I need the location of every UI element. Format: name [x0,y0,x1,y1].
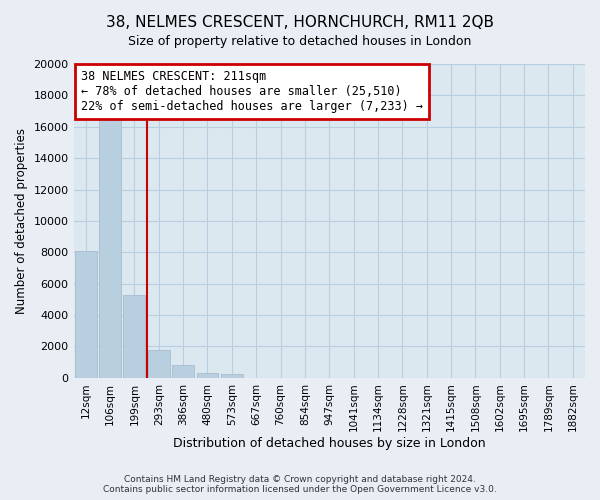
Text: Size of property relative to detached houses in London: Size of property relative to detached ho… [128,35,472,48]
Bar [197,373,218,378]
X-axis label: Distribution of detached houses by size in London: Distribution of detached houses by size … [173,437,485,450]
Bar [148,350,170,378]
Bar [172,366,194,378]
Bar [221,374,243,378]
Text: Contains HM Land Registry data © Crown copyright and database right 2024.
Contai: Contains HM Land Registry data © Crown c… [103,474,497,494]
Bar [75,250,97,378]
Bar [124,294,145,378]
Text: 38, NELMES CRESCENT, HORNCHURCH, RM11 2QB: 38, NELMES CRESCENT, HORNCHURCH, RM11 2Q… [106,15,494,30]
Bar [99,119,121,378]
Y-axis label: Number of detached properties: Number of detached properties [15,128,28,314]
Text: 38 NELMES CRESCENT: 211sqm
← 78% of detached houses are smaller (25,510)
22% of : 38 NELMES CRESCENT: 211sqm ← 78% of deta… [81,70,423,114]
